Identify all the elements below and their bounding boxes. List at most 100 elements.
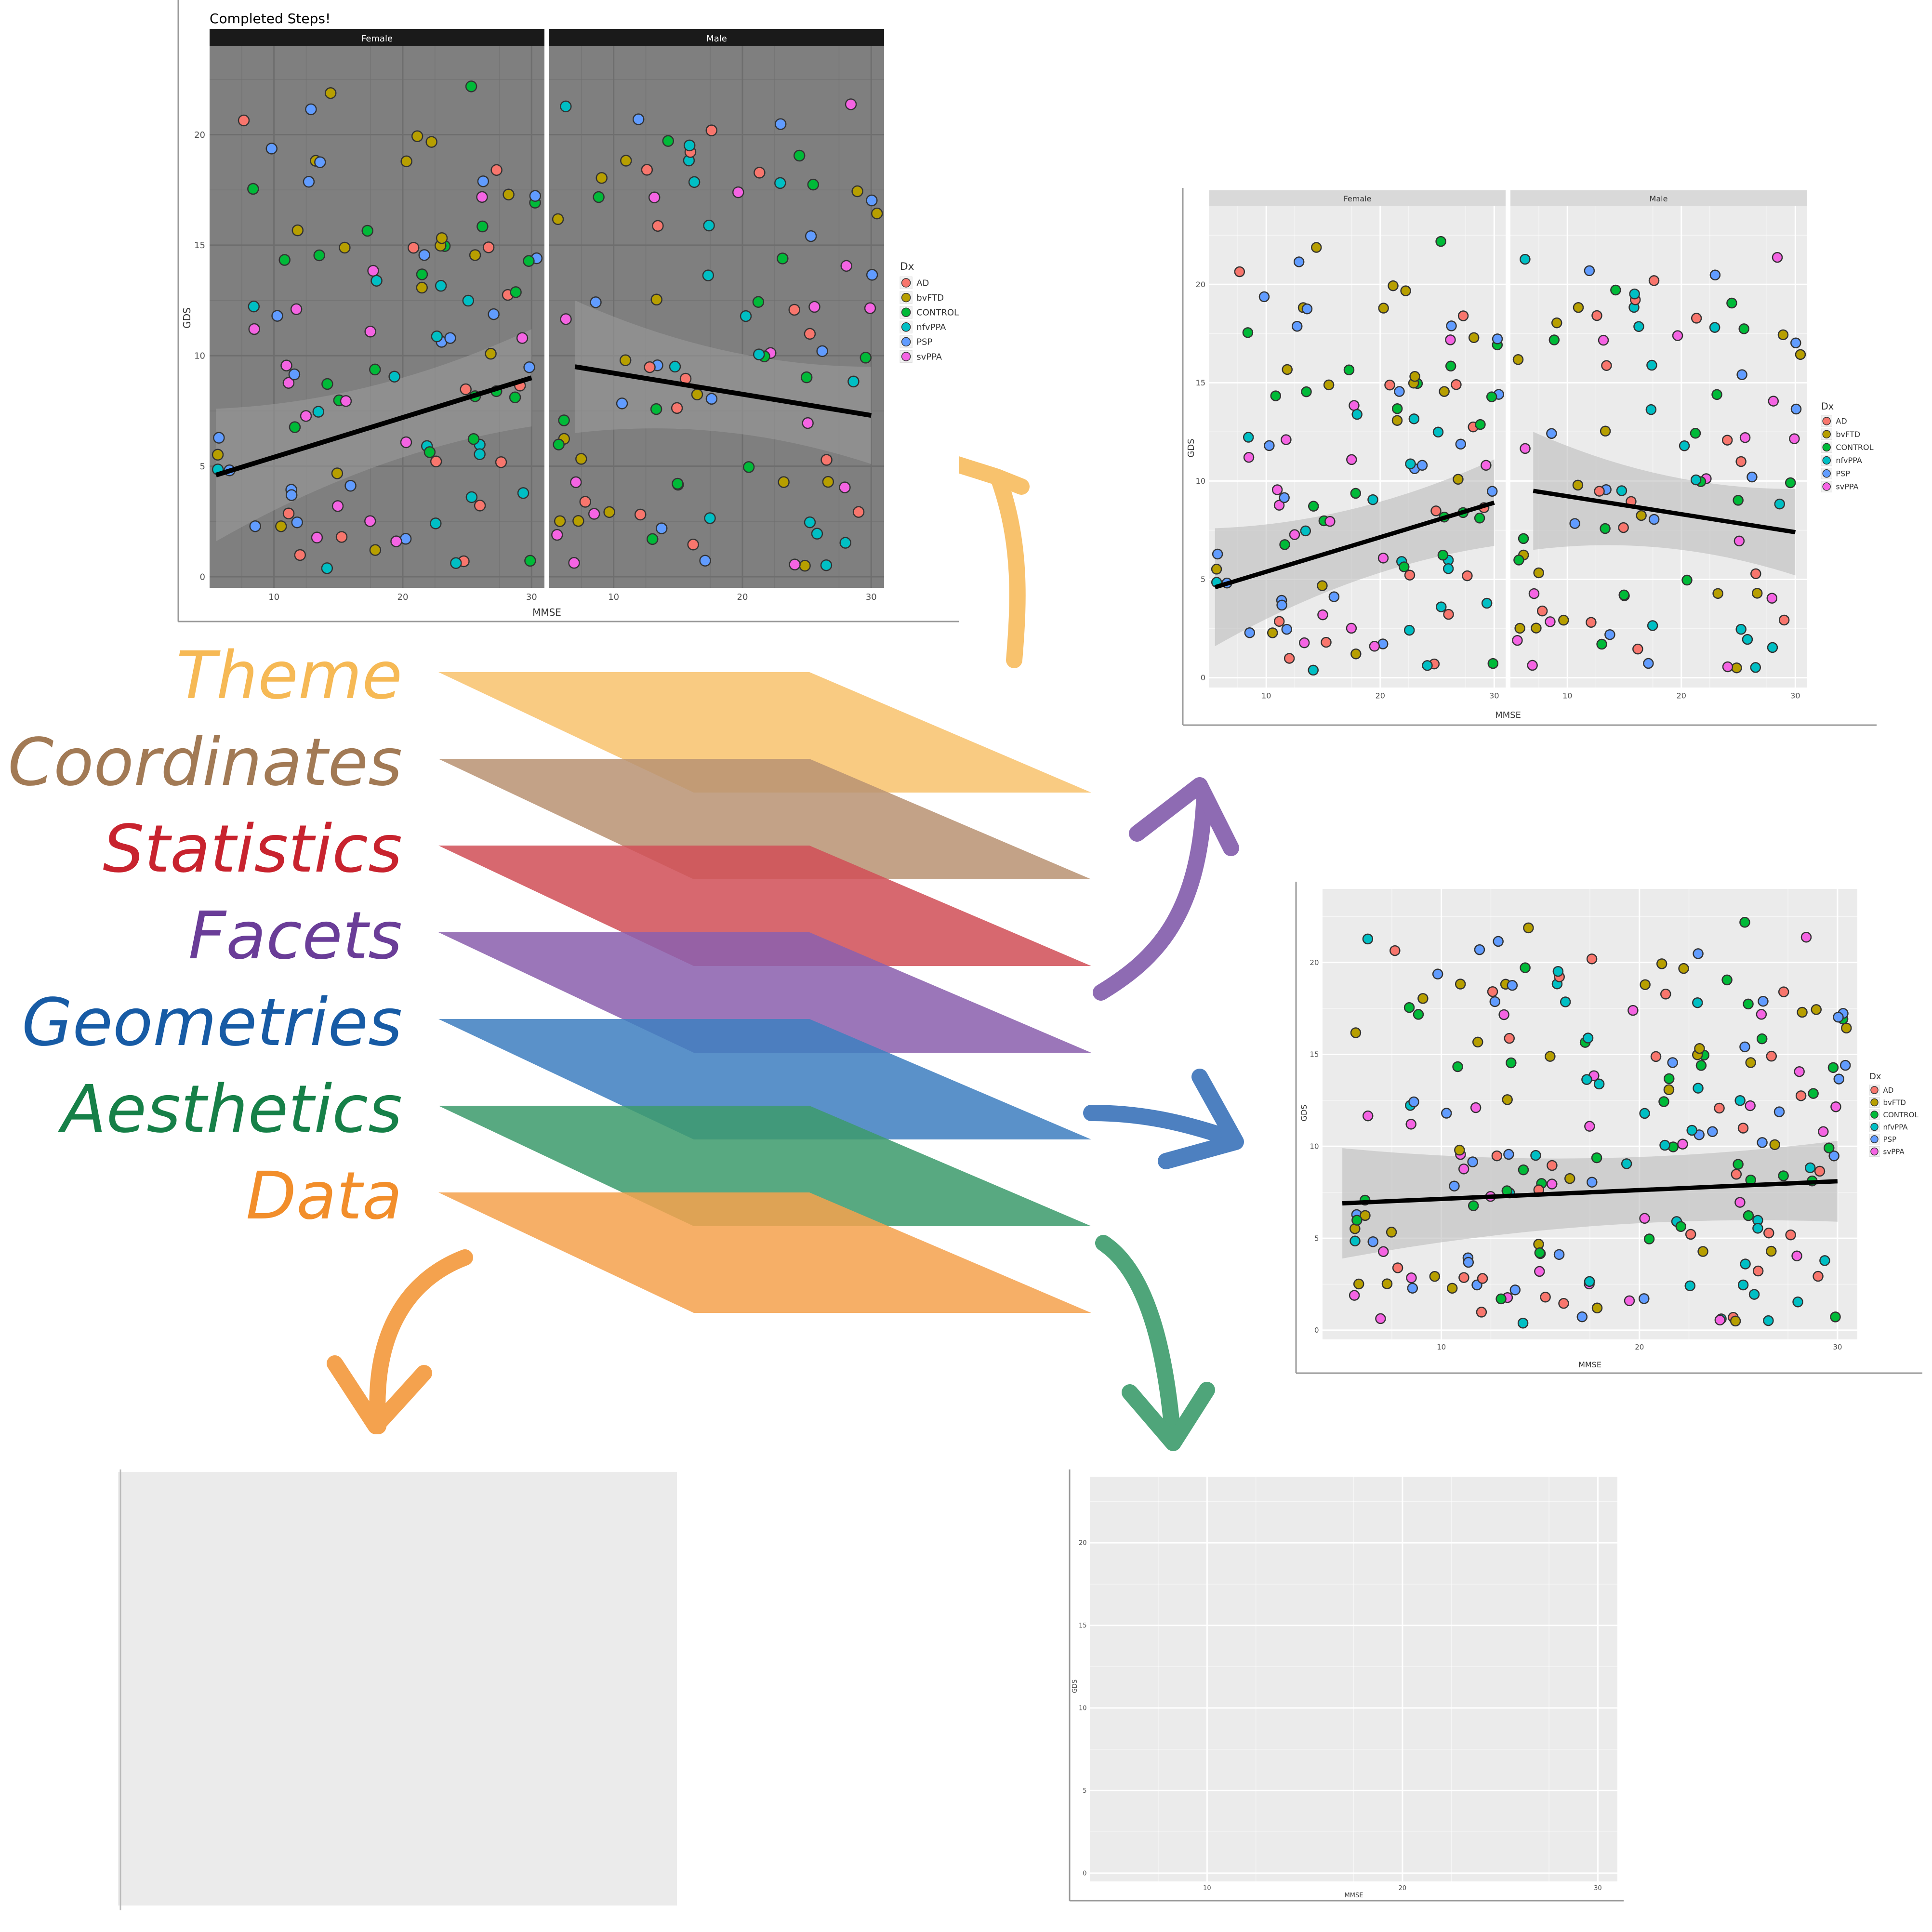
plot-geometries-panel-point <box>1824 1142 1835 1153</box>
plot-geometries-panel-point <box>1656 958 1667 969</box>
plot-theme-female-point <box>361 225 373 237</box>
plot-facets-female-point <box>1391 415 1403 426</box>
plot-geometries-panel-point <box>1362 1110 1374 1122</box>
plot-facets-female-point <box>1403 624 1415 636</box>
plot-facets-male-point <box>1591 310 1602 321</box>
plot-theme-female-point <box>369 363 381 376</box>
plot-facets-female-point <box>1279 492 1290 503</box>
plot-geometries-panel-point <box>1534 1266 1545 1277</box>
plot-facets-male-point <box>1636 510 1647 521</box>
plot-geometries-panel-point <box>1733 1159 1744 1170</box>
plot-theme-male-point <box>652 220 664 232</box>
plot-facets-legend-dot <box>1822 469 1831 478</box>
plot-facets-male-point <box>1768 396 1779 407</box>
plot-geometries-panel-point <box>1808 1088 1819 1099</box>
plot-theme-female-point <box>344 479 357 492</box>
plot-theme-female-point <box>418 249 430 261</box>
layer-label-facets: Facets <box>188 898 402 974</box>
plot-theme-male-point <box>603 506 615 518</box>
plot-facets-female-point <box>1481 597 1493 609</box>
plot-geometries-panel-point <box>1351 1215 1363 1226</box>
plot-facets-female-point <box>1317 580 1328 591</box>
plot-theme-female-point <box>324 87 337 99</box>
arrow-theme-shaft <box>992 474 1026 668</box>
plot-facets-female-point <box>1346 622 1357 634</box>
plot-facets-male-point <box>1790 337 1801 348</box>
arrow-aesthetics-shaft <box>1095 1235 1181 1449</box>
plot-theme-legend-dot <box>901 337 911 347</box>
plot-geometries-legend-label: CONTROL <box>1883 1111 1919 1119</box>
plot-geometries-panel-point <box>1474 944 1485 955</box>
plot-theme-female-point <box>510 286 522 298</box>
plot-facets-female-point <box>1445 334 1456 345</box>
plot-geometries-panel-point <box>1386 1227 1397 1238</box>
plot-facets-male-point <box>1735 623 1747 635</box>
plot-geometries-panel-point <box>1350 1027 1362 1038</box>
plot-geometries-panel-point <box>1714 1102 1725 1114</box>
plot-theme-female-point <box>431 331 443 343</box>
plot-theme-male-point <box>789 558 801 570</box>
plot-theme-male-point <box>593 191 605 203</box>
plot-facets-male-point <box>1785 477 1796 489</box>
arrow-facets <box>1093 777 1239 1001</box>
plot-geometries-panel-point <box>1737 1279 1749 1291</box>
plot-facets-male-point <box>1629 288 1640 300</box>
plot-facets-male-point <box>1733 495 1744 506</box>
plot-theme-female-point <box>303 176 315 188</box>
plot-facets-female-point <box>1435 236 1446 247</box>
plot-theme-female-y-tick: 0 <box>200 572 205 582</box>
plot-geometries-panel-point <box>1584 1121 1595 1132</box>
plot-facets-female-point <box>1308 501 1319 512</box>
plot-geometries-panel-point <box>1467 1156 1478 1167</box>
plot-facets-female-point <box>1311 242 1322 253</box>
plot-geometries-panel-point <box>1477 1273 1488 1284</box>
plot-theme-female-point <box>314 156 326 168</box>
plot-geometries-panel-point <box>1721 974 1733 986</box>
plot-geometries-panel-point <box>1517 1317 1529 1329</box>
plot-geometries-legend-label: PSP <box>1883 1135 1897 1144</box>
plot-facets-female-point <box>1317 609 1328 621</box>
plot-facets-female-point <box>1328 591 1340 602</box>
plot-geometries-panel-point <box>1650 1051 1662 1062</box>
plot-geometries-panel-point <box>1757 1137 1768 1148</box>
plot-theme-male-point <box>588 508 600 520</box>
plot-geometries-panel-point <box>1432 968 1443 979</box>
plot-facets-female-point <box>1445 360 1456 372</box>
plot-facets-female-point <box>1258 291 1270 303</box>
arrows <box>327 454 1244 1451</box>
plot-geometries-panel-point <box>1446 1283 1458 1294</box>
plot-theme-male-x-tick: 30 <box>866 592 877 602</box>
plot-facets-legend-label: bvFTD <box>1836 430 1860 439</box>
plot-geometries-panel-point <box>1558 1298 1569 1309</box>
plot-facets-female-point <box>1437 550 1449 561</box>
plot-theme-female-point <box>516 332 529 344</box>
plot-facets-male-point <box>1712 588 1723 599</box>
plot-facets-female-point <box>1409 371 1420 382</box>
plot-geometries-panel-point <box>1664 1073 1675 1085</box>
plot-theme-legend-label: CONTROL <box>916 308 959 318</box>
plot-facets-male-point <box>1598 334 1609 346</box>
layer-label-geometries: Geometries <box>22 985 402 1061</box>
plot-theme-male-point <box>740 310 752 322</box>
plot-facets-legend-label: PSP <box>1836 469 1850 478</box>
plot-facets-female-point <box>1416 460 1428 471</box>
plot-theme-male-point <box>864 302 876 314</box>
plot-facets-male-point <box>1789 433 1800 444</box>
plot-geometries-panel-point <box>1509 1284 1521 1296</box>
plot-geometries-panel-point <box>1743 998 1754 1010</box>
plot-theme-female-x-tick: 20 <box>397 592 409 602</box>
plot-theme-female-point <box>509 391 521 403</box>
plot-geometries-panel-point <box>1417 993 1429 1004</box>
plot-facets-male-point <box>1573 302 1584 313</box>
plot-geometries-legend-dot <box>1870 1086 1879 1094</box>
plot-theme-male-point <box>570 476 582 489</box>
plot-theme-female-point <box>400 155 412 168</box>
plot-data-panel <box>118 1472 677 1906</box>
plot-facets-legend-label: AD <box>1836 417 1847 426</box>
plot-geometries-panel-point <box>1763 1227 1774 1239</box>
plot-facets-male-point <box>1795 349 1806 360</box>
plot-aesthetics-panel-y-tick: 10 <box>1079 1705 1087 1712</box>
plot-facets-male-point <box>1520 253 1531 265</box>
plot-facets-male-point <box>1750 662 1761 673</box>
plot-theme-male-point <box>852 506 865 518</box>
